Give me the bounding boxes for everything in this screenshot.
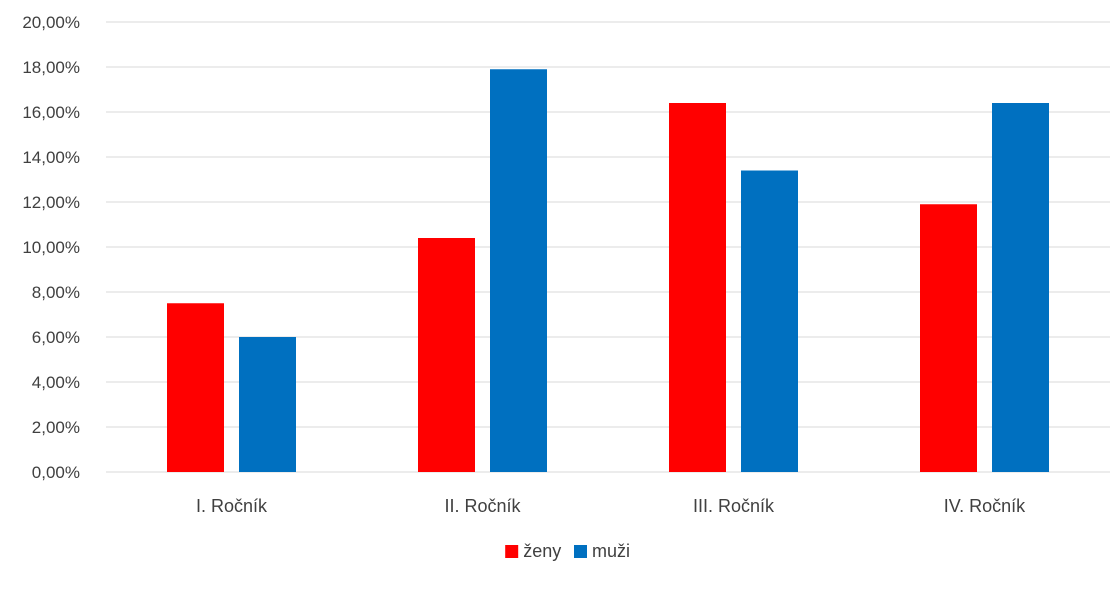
- y-tick-label: 6,00%: [32, 328, 80, 347]
- y-tick-label: 8,00%: [32, 283, 80, 302]
- x-category-label: II. Ročník: [444, 496, 521, 516]
- bar-zeny-4: [920, 204, 977, 472]
- legend-label-zeny: ženy: [523, 541, 561, 561]
- bar-muzi-3: [741, 170, 798, 472]
- y-tick-label: 18,00%: [22, 58, 80, 77]
- y-tick-label: 10,00%: [22, 238, 80, 257]
- legend-swatch-muzi: [574, 545, 587, 558]
- bar-zeny-1: [167, 303, 224, 472]
- bars: [167, 69, 1049, 472]
- x-axis-category-labels: I. Ročník II. Ročník III. Ročník IV. Ročník: [196, 496, 1026, 516]
- y-tick-label: 4,00%: [32, 373, 80, 392]
- y-tick-label: 16,00%: [22, 103, 80, 122]
- x-category-label: III. Ročník: [693, 496, 775, 516]
- y-tick-label: 12,00%: [22, 193, 80, 212]
- bar-muzi-2: [490, 69, 547, 472]
- legend-swatch-zeny: [505, 545, 519, 558]
- bar-muzi-4: [992, 103, 1049, 472]
- x-category-label: I. Ročník: [196, 496, 268, 516]
- y-axis-tick-labels: 0,00% 2,00% 4,00% 6,00% 8,00% 10,00% 12,00% 14,…: [22, 13, 80, 482]
- bar-muzi-1: [239, 337, 296, 472]
- legend-label-muzi: muži: [592, 541, 630, 561]
- y-tick-label: 0,00%: [32, 463, 80, 482]
- y-tick-label: 20,00%: [22, 13, 80, 32]
- y-tick-label: 14,00%: [22, 148, 80, 167]
- bar-zeny-2: [418, 238, 475, 472]
- x-category-label: IV. Ročník: [944, 496, 1026, 516]
- bar-zeny-3: [669, 103, 726, 472]
- y-tick-label: 2,00%: [32, 418, 80, 437]
- legend: ženy muži: [505, 541, 630, 561]
